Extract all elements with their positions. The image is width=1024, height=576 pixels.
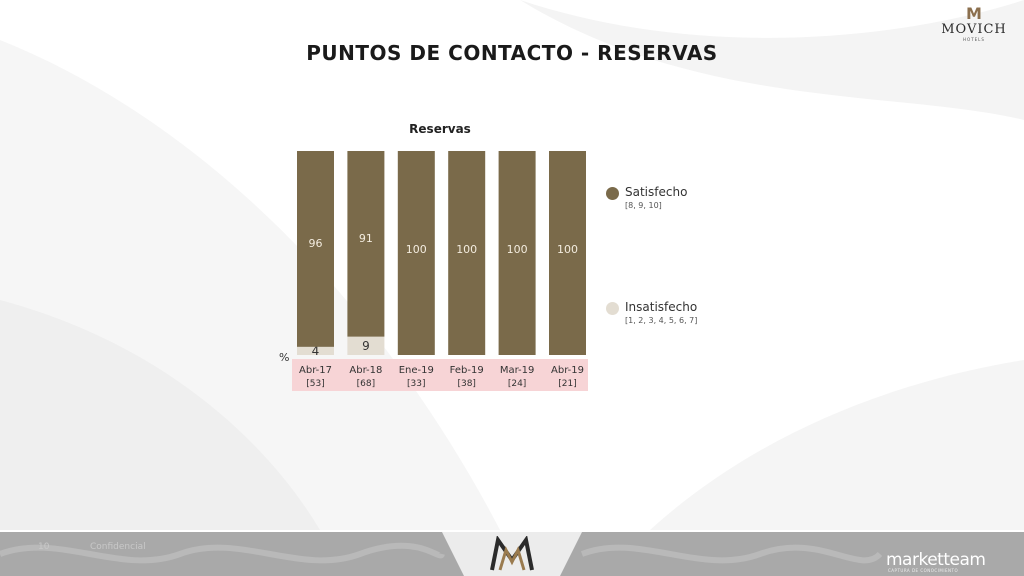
data-label-satisfecho: 100 [406, 243, 427, 256]
data-label-insatisfecho: 9 [362, 339, 370, 353]
bar-satisfecho-ene-19 [397, 151, 435, 355]
bar-insatisfecho-abr-17 [297, 346, 334, 355]
data-label-insatisfecho: 4 [312, 344, 320, 358]
data-label-satisfecho: 100 [456, 243, 477, 256]
x-tick-base: [68] [357, 379, 375, 389]
x-tick-label: Abr-17 [299, 365, 332, 376]
bar-satisfecho-mar-19 [498, 151, 536, 355]
x-tick-base: [21] [558, 379, 576, 389]
data-label-satisfecho: 100 [507, 243, 528, 256]
x-tick-label: Abr-18 [349, 365, 382, 376]
legend-detail: [1, 2, 3, 4, 5, 6, 7] [625, 316, 698, 325]
page-title: PUNTOS DE CONTACTO - RESERVAS [306, 41, 718, 65]
brand-name: MOVICH [941, 22, 1007, 37]
bar-satisfecho-abr-18 [347, 151, 385, 337]
movich-logo: M MOVICH HOTELS [934, 6, 1014, 46]
marketteam-sub: CAPTURA DE CONOCIMIENTO [888, 568, 959, 573]
x-tick-base: [38] [457, 379, 475, 389]
bar-satisfecho-abr-19 [549, 151, 586, 355]
x-axis-highlight [292, 359, 588, 391]
legend-swatch [606, 302, 619, 315]
legend-swatch [606, 187, 619, 200]
marketteam-logo: marketteam [886, 550, 986, 570]
footer-logo-notch [442, 532, 582, 576]
bar-insatisfecho-abr-18 [347, 336, 385, 355]
brand-sub: HOTELS [963, 37, 985, 42]
x-tick-label: Abr-19 [551, 365, 584, 376]
x-tick-base: [33] [407, 379, 425, 389]
data-label-satisfecho: 96 [309, 237, 323, 250]
page-number: 10 [38, 542, 50, 552]
bar-satisfecho-abr-17 [297, 151, 334, 347]
x-tick-base: [53] [306, 379, 324, 389]
y-axis-label: % [279, 351, 289, 364]
movich-footer-logo-icon [490, 536, 534, 571]
x-tick-label: Ene-19 [399, 365, 434, 376]
data-label-satisfecho: 100 [557, 243, 578, 256]
chart-title: Reservas [409, 122, 471, 136]
legend-label: Insatisfecho [625, 300, 698, 314]
bar-satisfecho-feb-19 [448, 151, 486, 355]
movich-mark-icon: M [966, 4, 982, 23]
confidential-label: Confidencial [90, 542, 146, 552]
data-label-satisfecho: 91 [359, 232, 373, 245]
legend-label: Satisfecho [625, 185, 688, 199]
x-tick-label: Mar-19 [500, 365, 535, 376]
legend-detail: [8, 9, 10] [625, 201, 662, 210]
footer-bar [0, 532, 1024, 576]
x-tick-base: [24] [508, 379, 526, 389]
x-tick-label: Feb-19 [450, 365, 484, 376]
